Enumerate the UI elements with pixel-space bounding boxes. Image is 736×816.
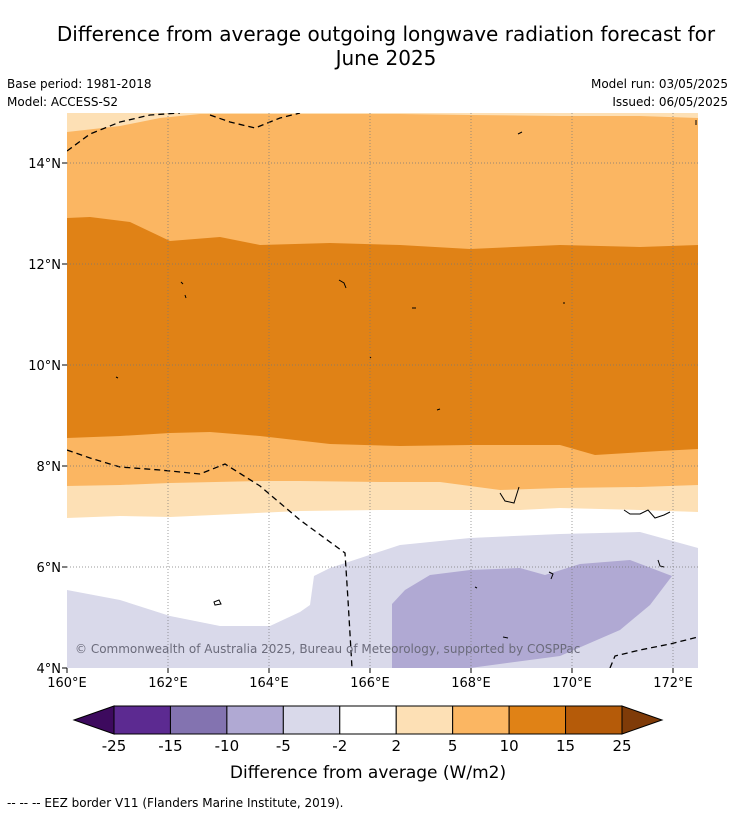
map-gridlines	[67, 113, 698, 668]
lon-label: 160°E	[47, 676, 87, 691]
lon-label: 168°E	[451, 676, 491, 691]
lon-label: 162°E	[148, 676, 188, 691]
base-period: Base period: 1981-2018	[7, 77, 152, 91]
eez-credit: -- -- -- EEZ border V11 (Flanders Marine…	[7, 796, 344, 810]
eez-border	[67, 113, 698, 668]
colorbar-label: 25	[612, 737, 631, 755]
lat-label: 14°N	[28, 157, 61, 172]
band-medium-purple	[392, 560, 672, 668]
colorbar-segment	[226, 705, 284, 735]
title-line-2: June 2025	[335, 46, 437, 70]
colorbar-segment	[395, 705, 454, 735]
lat-label: 6°N	[37, 561, 62, 576]
colorbar: -25 -15 -10 -5 -2 2 5 10 15 25	[72, 705, 664, 755]
colorbar-segment	[282, 705, 341, 735]
lon-label: 164°E	[249, 676, 289, 691]
colorbar-title: Difference from average (W/m2)	[230, 763, 506, 783]
lat-label: 12°N	[28, 258, 61, 273]
colorbar-arrow-low	[72, 705, 115, 735]
colorbar-segment	[339, 705, 397, 735]
colorbar-segment	[452, 705, 510, 735]
colorbar-segment	[565, 705, 623, 735]
colorbar-label: -10	[215, 737, 240, 755]
copyright-notice: © Commonwealth of Australia 2025, Bureau…	[75, 642, 580, 656]
colorbar-label: -5	[276, 737, 291, 755]
meta-right: Model run: 03/05/2025 Issued: 06/05/2025	[591, 75, 728, 111]
islands	[115, 120, 697, 639]
colorbar-segment	[169, 705, 228, 735]
colorbar-label: -25	[102, 737, 127, 755]
map-title: Difference from average outgoing longwav…	[0, 22, 736, 70]
meta-left: Base period: 1981-2018 Model: ACCESS-S2	[7, 75, 152, 111]
colorbar-label: 2	[391, 737, 401, 755]
forecast-map: © Commonwealth of Australia 2025, Bureau…	[67, 113, 698, 668]
lat-label: 8°N	[37, 460, 62, 475]
colorbar-label: -15	[158, 737, 183, 755]
colorbar-segment	[508, 705, 567, 735]
lon-label: 170°E	[552, 676, 592, 691]
colorbar-label: 10	[500, 737, 519, 755]
model-run: Model run: 03/05/2025	[590, 77, 728, 91]
model-name: Model: ACCESS-S2	[7, 95, 119, 109]
band-orange	[67, 217, 698, 455]
colorbar-segment	[113, 705, 171, 735]
longitude-labels: 160°E 162°E 164°E 166°E 168°E 170°E 172°…	[47, 676, 693, 691]
axis-ticks	[62, 162, 674, 673]
colorbar-label: 15	[556, 737, 575, 755]
latitude-labels: 14°N 12°N 10°N 8°N 6°N 4°N	[28, 157, 61, 677]
issued-date: Issued: 06/05/2025	[612, 95, 728, 109]
lat-label: 4°N	[37, 662, 62, 677]
lat-label: 10°N	[28, 359, 61, 374]
colorbar-arrow-high	[621, 705, 664, 735]
lon-label: 166°E	[350, 676, 390, 691]
lon-label: 172°E	[653, 676, 693, 691]
colorbar-label: 5	[448, 737, 458, 755]
colorbar-label: -2	[332, 737, 347, 755]
title-line-1: Difference from average outgoing longwav…	[56, 22, 716, 46]
